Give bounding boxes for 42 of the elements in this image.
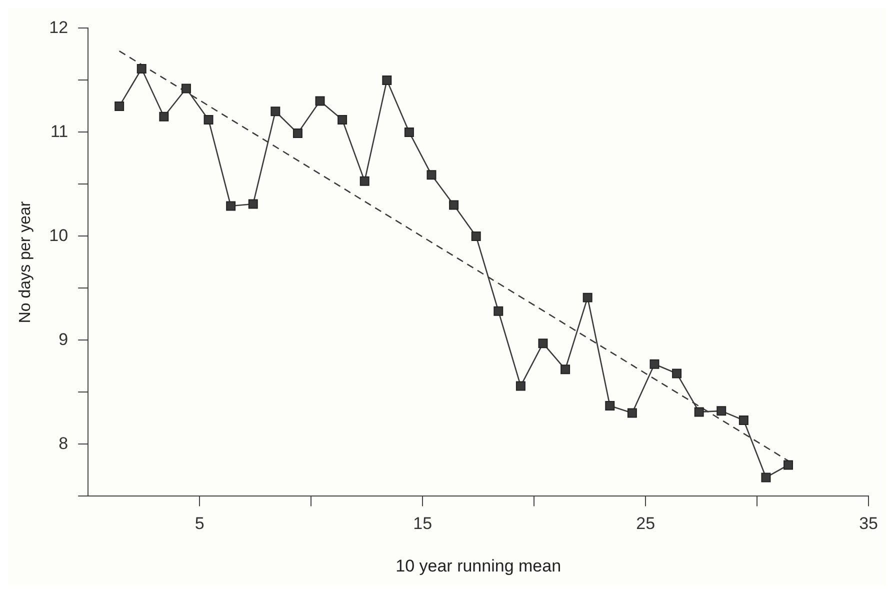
- x-tick-label: 25: [636, 514, 656, 534]
- point: [738, 416, 748, 426]
- point: [560, 364, 570, 374]
- point: [784, 460, 794, 470]
- point: [516, 381, 526, 391]
- point: [672, 368, 682, 378]
- y-tick-label: 10: [49, 226, 68, 245]
- point: [426, 170, 436, 180]
- x-tick-label: 15: [413, 514, 432, 534]
- y-tick-label: 8: [58, 434, 68, 453]
- point: [181, 84, 191, 94]
- y-tick-label: 9: [58, 330, 68, 349]
- point: [292, 128, 302, 138]
- point: [538, 338, 548, 348]
- point: [471, 231, 481, 241]
- point: [270, 106, 280, 116]
- point: [360, 176, 370, 186]
- point: [605, 400, 615, 410]
- point: [136, 64, 146, 74]
- point: [382, 75, 392, 85]
- point: [204, 114, 214, 124]
- point: [315, 96, 325, 106]
- point: [114, 101, 124, 111]
- point: [650, 359, 660, 369]
- point: [582, 292, 592, 302]
- point: [449, 200, 459, 210]
- point: [248, 199, 258, 209]
- x-tick-label: 5: [194, 514, 204, 534]
- point: [694, 407, 704, 417]
- point: [159, 112, 169, 122]
- point: [338, 114, 348, 124]
- point: [226, 201, 236, 211]
- x-tick-label: 35: [859, 514, 878, 534]
- x-axis-title: 10 year running mean: [396, 556, 562, 576]
- point: [716, 406, 726, 416]
- y-axis-title: No days per year: [17, 200, 34, 324]
- y-tick-label: 11: [50, 122, 68, 141]
- point: [761, 472, 771, 482]
- point: [494, 306, 504, 316]
- point: [627, 408, 637, 418]
- y-tick-label: 12: [49, 18, 68, 37]
- point: [404, 127, 414, 137]
